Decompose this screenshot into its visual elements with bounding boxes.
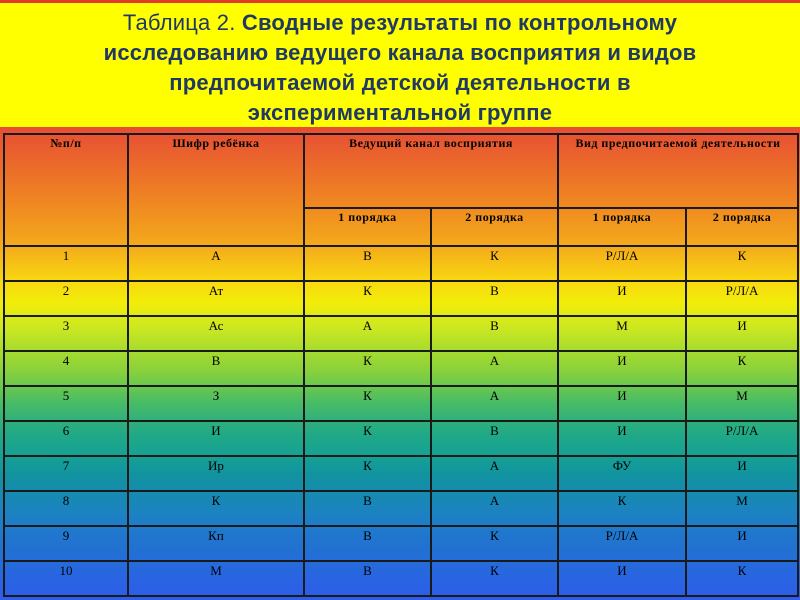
data-cell: К — [557, 490, 687, 527]
title-line-4: экспериментальной группе — [247, 100, 553, 125]
table-row: 10 М В К И К — [3, 560, 800, 597]
header-row-main: №п/п Шифр ребёнка Ведущий канал восприят… — [3, 133, 800, 247]
table-body: 1 А В К Р/Л/А К 2 Ат К В И Р/Л/А 3 Ас А В М И 4 В К А И К 5 З К А И М… — [3, 245, 800, 597]
row-number-cell: 4 — [3, 350, 129, 387]
data-cell: К — [303, 420, 432, 457]
header-channel-order-1: 1 порядка — [303, 207, 432, 247]
row-number-cell: 3 — [3, 315, 129, 352]
table-row: 6 И К В И Р/Л/А — [3, 420, 800, 457]
data-cell: К — [430, 525, 559, 562]
slide-title-box: Таблица 2. Сводные результаты по контрол… — [0, 3, 800, 127]
data-cell: А — [430, 455, 559, 492]
data-cell: В — [303, 525, 432, 562]
data-cell: А — [430, 350, 559, 387]
data-cell: М — [684, 490, 800, 527]
child-cipher-cell: М — [127, 560, 305, 597]
row-number-cell: 8 — [3, 490, 129, 527]
title-line-1: Таблица 2. Сводные результаты по контрол… — [104, 8, 697, 38]
title-prefix: Таблица 2. — [122, 10, 236, 35]
data-cell: К — [303, 350, 432, 387]
header-cipher: Шифр ребёнка — [127, 133, 305, 247]
data-cell: М — [684, 385, 800, 422]
table-row: 1 А В К Р/Л/А К — [3, 245, 800, 282]
data-cell: Р/Л/А — [557, 525, 687, 562]
data-cell: В — [430, 315, 559, 352]
data-cell: К — [684, 560, 800, 597]
results-table: №п/п Шифр ребёнка Ведущий канал восприят… — [3, 133, 800, 597]
data-cell: К — [303, 385, 432, 422]
data-cell: Р/Л/А — [684, 280, 800, 317]
data-cell: К — [303, 455, 432, 492]
data-cell: В — [303, 490, 432, 527]
data-cell: И — [684, 315, 800, 352]
child-cipher-cell: Ас — [127, 315, 305, 352]
data-cell: Р/Л/А — [684, 420, 800, 457]
data-cell: И — [557, 280, 687, 317]
child-cipher-cell: В — [127, 350, 305, 387]
data-cell: К — [430, 245, 559, 282]
title-line-3: предпочитаемой детской деятельности в — [169, 70, 631, 95]
row-number-cell: 10 — [3, 560, 129, 597]
data-cell: И — [557, 350, 687, 387]
child-cipher-cell: А — [127, 245, 305, 282]
data-cell: И — [557, 560, 687, 597]
header-group-activity: Вид предпочитаемой деятельности — [556, 133, 800, 209]
title-line-2: исследованию ведущего канала восприятия … — [103, 40, 697, 65]
data-cell: К — [684, 245, 800, 282]
child-cipher-cell: К — [127, 490, 305, 527]
child-cipher-cell: Ир — [127, 455, 305, 492]
data-cell: ФУ — [557, 455, 687, 492]
row-number-cell: 6 — [3, 420, 129, 457]
child-cipher-cell: И — [127, 420, 305, 457]
data-cell: А — [303, 315, 432, 352]
row-number-cell: 2 — [3, 280, 129, 317]
table-row: 2 Ат К В И Р/Л/А — [3, 280, 800, 317]
data-cell: К — [430, 560, 559, 597]
row-number-cell: 7 — [3, 455, 129, 492]
data-cell: В — [430, 280, 559, 317]
data-cell: И — [684, 455, 800, 492]
table-row: 3 Ас А В М И — [3, 315, 800, 352]
child-cipher-cell: Ат — [127, 280, 305, 317]
data-cell: А — [430, 385, 559, 422]
table-row: 7 Ир К А ФУ И — [3, 455, 800, 492]
data-cell: И — [557, 420, 687, 457]
header-activity-order-1: 1 порядка — [557, 207, 687, 247]
title-line-1-text: Сводные результаты по контрольному — [241, 10, 678, 35]
header-row-sub: 1 порядка 2 порядка 1 порядка 2 порядка — [4, 207, 800, 247]
child-cipher-cell: З — [127, 385, 305, 422]
header-group-channel: Ведущий канал восприятия — [303, 133, 559, 209]
child-cipher-cell: Кп — [127, 525, 305, 562]
data-cell: В — [303, 560, 432, 597]
data-cell: А — [430, 490, 559, 527]
slide-title: Таблица 2. Сводные результаты по контрол… — [104, 3, 697, 127]
table-row: 9 Кп В К Р/Л/А И — [3, 525, 800, 562]
data-cell: И — [684, 525, 800, 562]
header-activity-order-2: 2 порядка — [684, 207, 800, 247]
data-cell: М — [557, 315, 687, 352]
data-cell: Р/Л/А — [557, 245, 687, 282]
row-number-cell: 9 — [3, 525, 129, 562]
data-cell: В — [303, 245, 432, 282]
data-cell: К — [303, 280, 432, 317]
data-cell: И — [557, 385, 687, 422]
header-channel-order-2: 2 порядка — [430, 207, 559, 247]
data-cell: В — [430, 420, 559, 457]
data-cell: К — [684, 350, 800, 387]
header-num: №п/п — [3, 133, 129, 247]
table-header: №п/п Шифр ребёнка Ведущий канал восприят… — [3, 133, 800, 247]
row-number-cell: 1 — [3, 245, 129, 282]
row-number-cell: 5 — [3, 385, 129, 422]
